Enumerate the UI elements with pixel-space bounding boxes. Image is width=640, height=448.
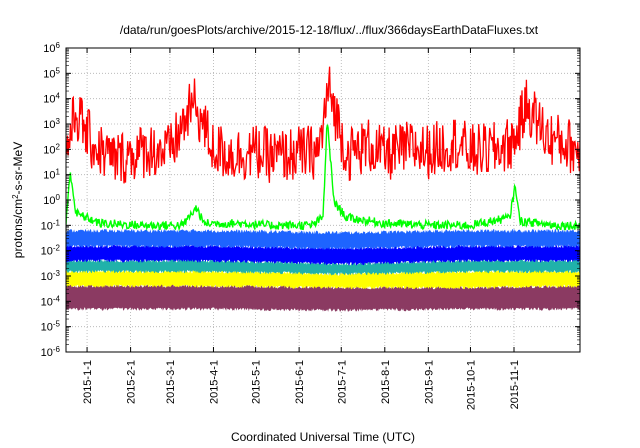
y-tick-label-base: 10 — [43, 68, 55, 80]
x-tick-label: 2015-10-1 — [465, 360, 477, 410]
y-tick-label-exp: 5 — [56, 66, 61, 75]
y-axis-label-post: -s-sr-MeV — [11, 142, 25, 195]
x-tick-label: 2015-11-1 — [509, 360, 521, 409]
y-tick-label: 10-6 — [41, 345, 61, 360]
x-tick-label: 2015-7-1 — [336, 360, 348, 404]
series-band-4 — [66, 228, 580, 251]
y-axis-label-pre: protons/cm — [11, 199, 25, 258]
y-tick-label-base: 10 — [43, 94, 55, 106]
y-tick-label-exp: -6 — [53, 345, 61, 354]
y-tick-label-base: 10 — [41, 296, 53, 308]
y-tick-label-exp: 0 — [56, 193, 61, 202]
y-tick-label: 10-3 — [41, 269, 61, 284]
y-tick-label-exp: 4 — [56, 91, 61, 100]
y-tick-label-base: 10 — [41, 347, 53, 359]
x-tick-label: 2015-9-1 — [423, 360, 435, 404]
series-line-5 — [66, 124, 580, 232]
series-band-3 — [66, 244, 580, 266]
y-tick-label-exp: 6 — [56, 41, 61, 50]
x-tick-label: 2015-4-1 — [208, 360, 220, 404]
series-band-1 — [66, 269, 580, 290]
y-tick-label-base: 10 — [41, 220, 53, 232]
y-tick-label: 100 — [43, 193, 60, 208]
y-tick-label: 105 — [43, 66, 60, 81]
y-tick-label-base: 10 — [43, 195, 55, 207]
y-tick-label: 10-1 — [41, 218, 61, 233]
x-tick-label: 2015-2-1 — [126, 360, 138, 404]
y-tick-label-exp: 3 — [56, 117, 61, 126]
series-band-2 — [66, 258, 580, 276]
x-tick-label: 2015-5-1 — [251, 360, 263, 404]
y-tick-label-exp: 2 — [56, 142, 61, 151]
y-tick-label-exp: -3 — [53, 269, 61, 278]
plot-area — [66, 66, 580, 312]
y-tick-label: 102 — [43, 142, 60, 157]
y-tick-label-base: 10 — [41, 271, 53, 283]
x-tick-label: 2015-1-1 — [82, 360, 94, 404]
x-tick-label: 2015-6-1 — [294, 360, 306, 404]
y-tick-label-exp: -1 — [53, 218, 61, 227]
y-tick-label: 10-5 — [41, 319, 61, 334]
y-tick-label-base: 10 — [43, 119, 55, 131]
y-tick-label-base: 10 — [43, 170, 55, 182]
y-tick-label-base: 10 — [41, 322, 53, 334]
y-axis-label-sup: 2 — [11, 194, 20, 199]
x-axis: 2015-1-1 2015-2-1 2015-3-1 2015-4-1 2015-5-1… — [82, 48, 521, 410]
y-tick-label: 10-4 — [41, 294, 61, 309]
y-tick-label: 103 — [43, 117, 60, 132]
x-tick-label: 2015-8-1 — [380, 360, 392, 404]
x-tick-label: 2015-3-1 — [165, 360, 177, 404]
y-tick-label-exp: -2 — [53, 243, 61, 252]
y-tick-label: 101 — [43, 167, 60, 182]
y-tick-label-base: 10 — [41, 246, 53, 258]
chart-title: /data/run/goesPlots/archive/2015-12-18/f… — [120, 23, 539, 37]
y-tick-label-exp: -4 — [53, 294, 61, 303]
y-tick-label: 106 — [43, 41, 60, 56]
y-axis: 10-610-510-410-310-210-11001011021031041… — [41, 41, 580, 360]
y-tick-label: 10-2 — [41, 243, 61, 258]
y-tick-label: 104 — [43, 91, 60, 106]
series-line-6 — [66, 66, 580, 184]
x-axis-label: Coordinated Universal Time (UTC) — [231, 430, 415, 444]
y-tick-label-base: 10 — [43, 43, 55, 55]
y-tick-label-exp: 1 — [56, 167, 61, 176]
y-tick-label-exp: -5 — [53, 319, 61, 328]
series-band-0 — [66, 284, 580, 312]
y-axis-label: protons/cm2-s-sr-MeV — [11, 142, 26, 258]
y-tick-label-base: 10 — [43, 144, 55, 156]
